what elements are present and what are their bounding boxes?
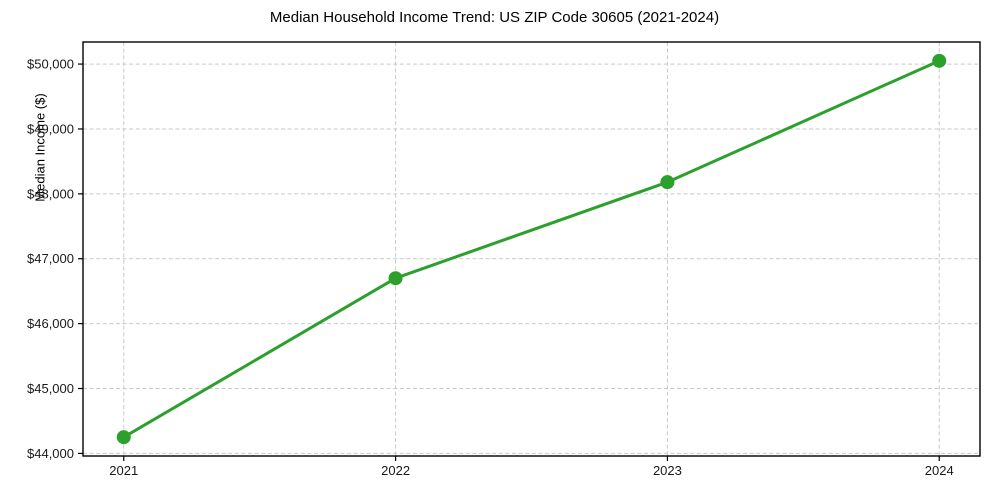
x-tick-label: 2024 bbox=[925, 463, 954, 478]
y-tick-label: $46,000 bbox=[27, 316, 74, 331]
y-tick-label: $50,000 bbox=[27, 57, 74, 72]
x-tick-label: 2021 bbox=[109, 463, 138, 478]
chart-title: Median Household Income Trend: US ZIP Co… bbox=[269, 9, 720, 26]
data-point bbox=[388, 271, 403, 286]
data-point bbox=[660, 175, 675, 190]
axes-spines bbox=[82, 41, 981, 457]
data-point bbox=[116, 430, 131, 445]
x-tick-label: 2023 bbox=[653, 463, 682, 478]
y-tick-label: $47,000 bbox=[27, 251, 74, 266]
data-point bbox=[932, 53, 947, 68]
y-tick-label: $49,000 bbox=[27, 121, 74, 136]
y-tick-label: $45,000 bbox=[27, 381, 74, 396]
x-tick-label: 2022 bbox=[381, 463, 410, 478]
trend-line bbox=[122, 59, 941, 439]
y-tick-label: $48,000 bbox=[27, 186, 74, 201]
y-tick-label: $44,000 bbox=[27, 446, 74, 461]
